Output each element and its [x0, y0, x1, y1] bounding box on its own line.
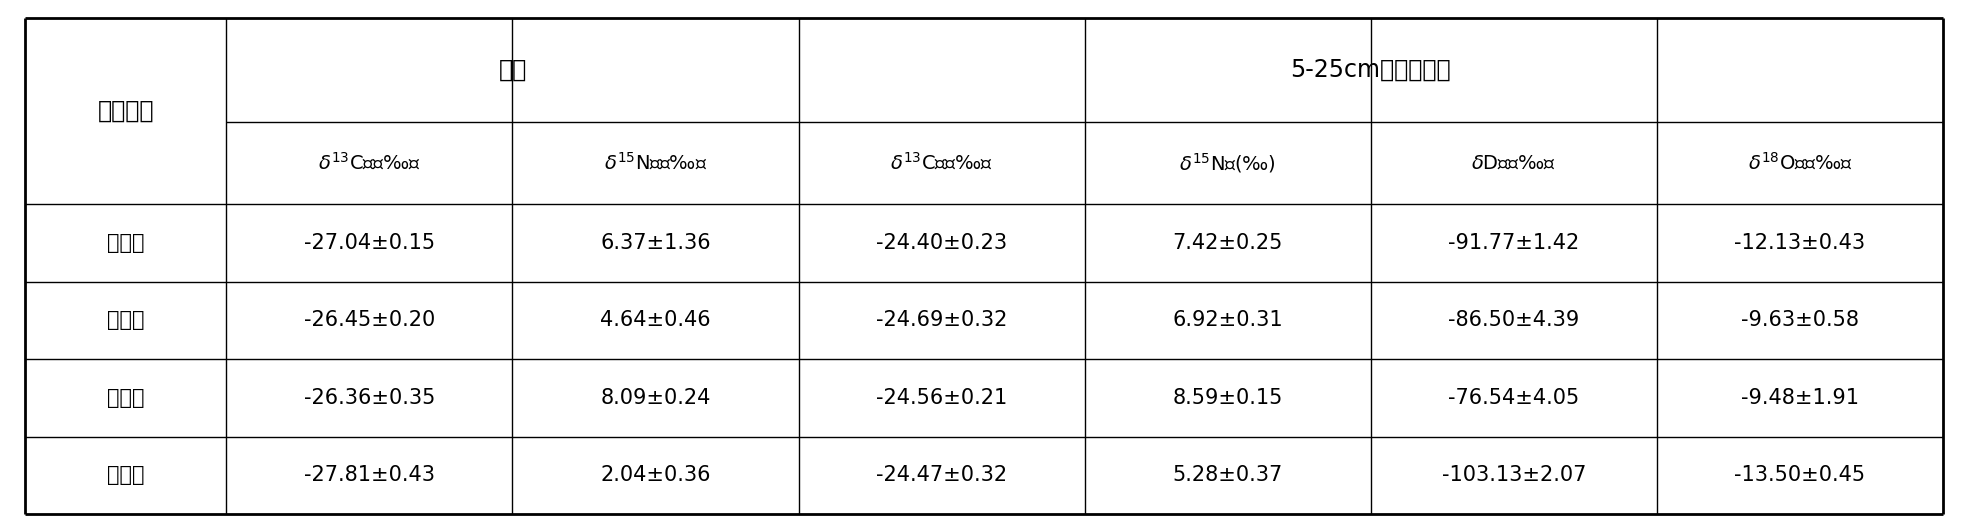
Text: $\delta^{13}$C值（‰）: $\delta^{13}$C值（‰） [319, 152, 421, 174]
Text: 昌吉市: 昌吉市 [106, 388, 144, 408]
Text: -13.50±0.45: -13.50±0.45 [1734, 466, 1866, 485]
Text: -24.56±0.21: -24.56±0.21 [876, 388, 1008, 408]
Text: -9.48±1.91: -9.48±1.91 [1742, 388, 1860, 408]
Text: 8.09±0.24: 8.09±0.24 [600, 388, 710, 408]
Text: -27.04±0.15: -27.04±0.15 [303, 233, 435, 253]
Text: 采样地区: 采样地区 [98, 99, 154, 123]
Text: -26.36±0.35: -26.36±0.35 [303, 388, 435, 408]
Text: -9.63±0.58: -9.63±0.58 [1742, 310, 1860, 330]
Text: 6.37±1.36: 6.37±1.36 [600, 233, 710, 253]
Text: 7.42±0.25: 7.42±0.25 [1173, 233, 1283, 253]
Text: -24.69±0.32: -24.69±0.32 [876, 310, 1008, 330]
Text: -91.77±1.42: -91.77±1.42 [1448, 233, 1580, 253]
Text: 牡丹江: 牡丹江 [106, 310, 144, 330]
Text: $\delta^{13}$C值（‰）: $\delta^{13}$C值（‰） [890, 152, 994, 174]
Text: -24.40±0.23: -24.40±0.23 [876, 233, 1008, 253]
Text: -76.54±4.05: -76.54±4.05 [1448, 388, 1580, 408]
Text: 叶片: 叶片 [498, 58, 527, 82]
Text: -27.81±0.43: -27.81±0.43 [303, 466, 435, 485]
Text: $\delta^{15}$N值（‰）: $\delta^{15}$N值（‰） [604, 152, 707, 174]
Text: -12.13±0.43: -12.13±0.43 [1734, 233, 1866, 253]
Text: 5.28±0.37: 5.28±0.37 [1173, 466, 1283, 485]
Text: -26.45±0.20: -26.45±0.20 [303, 310, 435, 330]
Text: 哈尔滨: 哈尔滨 [106, 233, 144, 253]
Text: $\delta^{15}$N值(‰): $\delta^{15}$N值(‰) [1179, 151, 1275, 175]
Text: $\delta$D值（‰）: $\delta$D值（‰） [1472, 154, 1557, 172]
Text: -24.47±0.32: -24.47±0.32 [876, 466, 1008, 485]
Text: 5-25cm深度的土壤: 5-25cm深度的土壤 [1291, 58, 1450, 82]
Text: -86.50±4.39: -86.50±4.39 [1448, 310, 1580, 330]
Text: 塔城市: 塔城市 [106, 466, 144, 485]
Text: 6.92±0.31: 6.92±0.31 [1173, 310, 1283, 330]
Text: 4.64±0.46: 4.64±0.46 [600, 310, 710, 330]
Text: $\delta^{18}$O值（‰）: $\delta^{18}$O值（‰） [1748, 152, 1852, 174]
Text: -103.13±2.07: -103.13±2.07 [1443, 466, 1586, 485]
Text: 2.04±0.36: 2.04±0.36 [600, 466, 710, 485]
Text: 8.59±0.15: 8.59±0.15 [1173, 388, 1283, 408]
